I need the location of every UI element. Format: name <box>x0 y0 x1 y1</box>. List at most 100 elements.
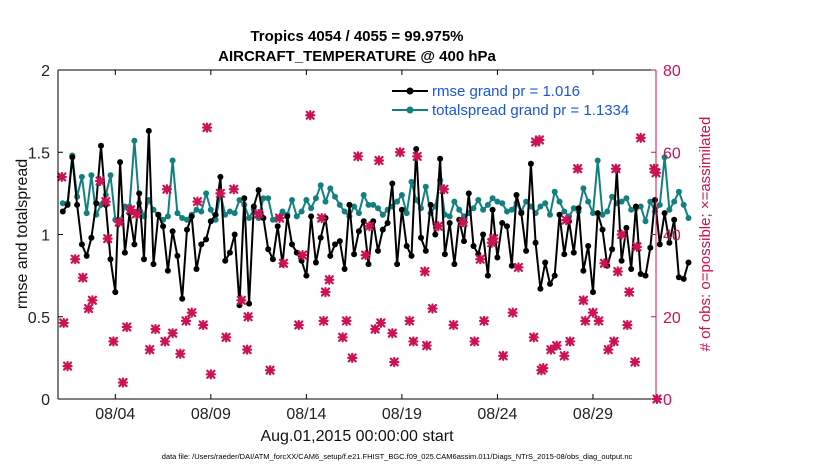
obs-marker-44 <box>324 274 335 285</box>
rmse-point-94 <box>508 262 515 269</box>
totalspread-point-25 <box>179 215 186 221</box>
totalspread-point-129 <box>675 188 682 195</box>
totalspread-point-90 <box>489 195 496 202</box>
rmse-point-62 <box>355 228 362 235</box>
obs-marker-61 <box>421 340 432 351</box>
totalspread-point-92 <box>499 200 506 207</box>
obs-marker-47 <box>347 352 358 363</box>
x-tick-label-4: 08/24 <box>477 406 517 423</box>
rmse-point-3 <box>74 201 81 208</box>
rmse-point-71 <box>398 206 405 213</box>
rmse-point-131 <box>685 259 692 266</box>
totalspread-point-130 <box>680 201 687 208</box>
obs-marker-21 <box>175 348 186 359</box>
totalspread-point-0 <box>59 200 66 207</box>
totalspread-point-42 <box>260 195 267 202</box>
rmse-point-128 <box>671 216 678 223</box>
totalspread-point-126 <box>661 154 668 161</box>
rmse-point-95 <box>513 192 520 198</box>
rmse-point-78 <box>432 231 439 238</box>
obs-marker-4 <box>77 272 88 283</box>
rmse-point-1 <box>64 201 71 208</box>
rmse-point-19 <box>150 261 157 268</box>
totalspread-point-22 <box>164 213 171 220</box>
rmse-point-47 <box>284 213 291 220</box>
obs-marker-88 <box>587 307 599 318</box>
obs-marker-15 <box>131 208 142 220</box>
obs-marker-77 <box>534 134 545 146</box>
obs-marker-6 <box>87 295 98 306</box>
y2-axis-title: # of obs: o=possible; ×=assimilated <box>697 117 714 352</box>
totalspread-point-52 <box>308 205 315 212</box>
obs-marker-50 <box>364 221 375 232</box>
totalspread-point-115 <box>609 193 616 200</box>
legend: rmse grand pr = 1.016 totalspread grand … <box>385 80 653 124</box>
obs-marker-90 <box>599 258 610 269</box>
rmse-point-33 <box>217 173 224 180</box>
obs-marker-9 <box>102 233 113 244</box>
obs-marker-74 <box>513 262 524 273</box>
obs-marker-92 <box>608 336 620 347</box>
rmse-point-31 <box>207 218 214 225</box>
obs-marker-34 <box>253 208 264 220</box>
rmse-point-8 <box>98 142 104 149</box>
rmse-point-110 <box>585 243 592 249</box>
rmse-point-4 <box>78 241 85 248</box>
rmse-point-75 <box>418 234 424 241</box>
rmse-point-61 <box>351 251 358 258</box>
rmse-point-66 <box>375 247 381 254</box>
totalspread-point-62 <box>355 210 362 217</box>
rmse-point-29 <box>198 241 205 248</box>
obs-marker-0 <box>56 171 67 183</box>
totalspread-point-28 <box>193 206 200 213</box>
obs-marker-52 <box>373 155 385 166</box>
y-tick-label-1: 0.5 <box>28 310 50 327</box>
totalspread-point-73 <box>408 178 415 185</box>
obs-marker-43 <box>320 286 331 298</box>
rmse-point-51 <box>303 272 310 279</box>
obs-marker-66 <box>457 217 469 228</box>
totalspread-point-4 <box>78 173 85 180</box>
totalspread-point-86 <box>470 205 477 212</box>
obs-marker-71 <box>488 233 499 244</box>
rmse-point-109 <box>580 267 587 274</box>
obs-marker-27 <box>205 369 216 380</box>
rmse-point-77 <box>427 201 434 208</box>
rmse-point-5 <box>83 252 90 259</box>
totalspread-point-113 <box>599 211 606 218</box>
obs-marker-96 <box>622 319 633 331</box>
rmse-point-86 <box>470 243 477 249</box>
totalspread-point-29 <box>198 208 205 215</box>
rmse-point-32 <box>212 211 219 218</box>
totalspread-point-10 <box>107 172 114 179</box>
obs-marker-3 <box>70 254 81 265</box>
totalspread-point-122 <box>642 218 649 225</box>
rmse-point-79 <box>437 155 444 162</box>
obs-marker-30 <box>228 184 239 195</box>
totalspread-point-6 <box>88 172 95 179</box>
rmse-point-15 <box>131 241 138 248</box>
obs-marker-67 <box>469 336 480 347</box>
totalspread-point-31 <box>207 206 214 213</box>
rmse-point-48 <box>289 241 295 248</box>
obs-marker-16 <box>144 344 155 355</box>
obs-marker-37 <box>278 258 289 269</box>
rmse-point-103 <box>551 272 558 279</box>
rmse-point-123 <box>647 244 654 251</box>
axes-layer: 08/04 08/09 08/14 08/19 08/24 08/2900.511.520… <box>28 63 681 423</box>
rmse-point-22 <box>164 267 171 274</box>
rmse-point-59 <box>341 266 348 272</box>
totalspread-point-63 <box>360 192 367 198</box>
obs-marker-45 <box>337 332 348 343</box>
rmse-point-26 <box>184 226 190 233</box>
totalspread-point-67 <box>379 211 386 218</box>
rmse-point-104 <box>556 211 563 218</box>
rmse-point-107 <box>570 249 577 256</box>
series-layer <box>56 110 692 405</box>
totalspread-point-104 <box>556 198 563 205</box>
obs-marker-60 <box>419 266 430 277</box>
rmse-point-20 <box>155 211 162 218</box>
totalspread-point-82 <box>451 198 458 205</box>
totalspread-point-93 <box>504 208 510 215</box>
totalspread-point-118 <box>623 195 630 202</box>
